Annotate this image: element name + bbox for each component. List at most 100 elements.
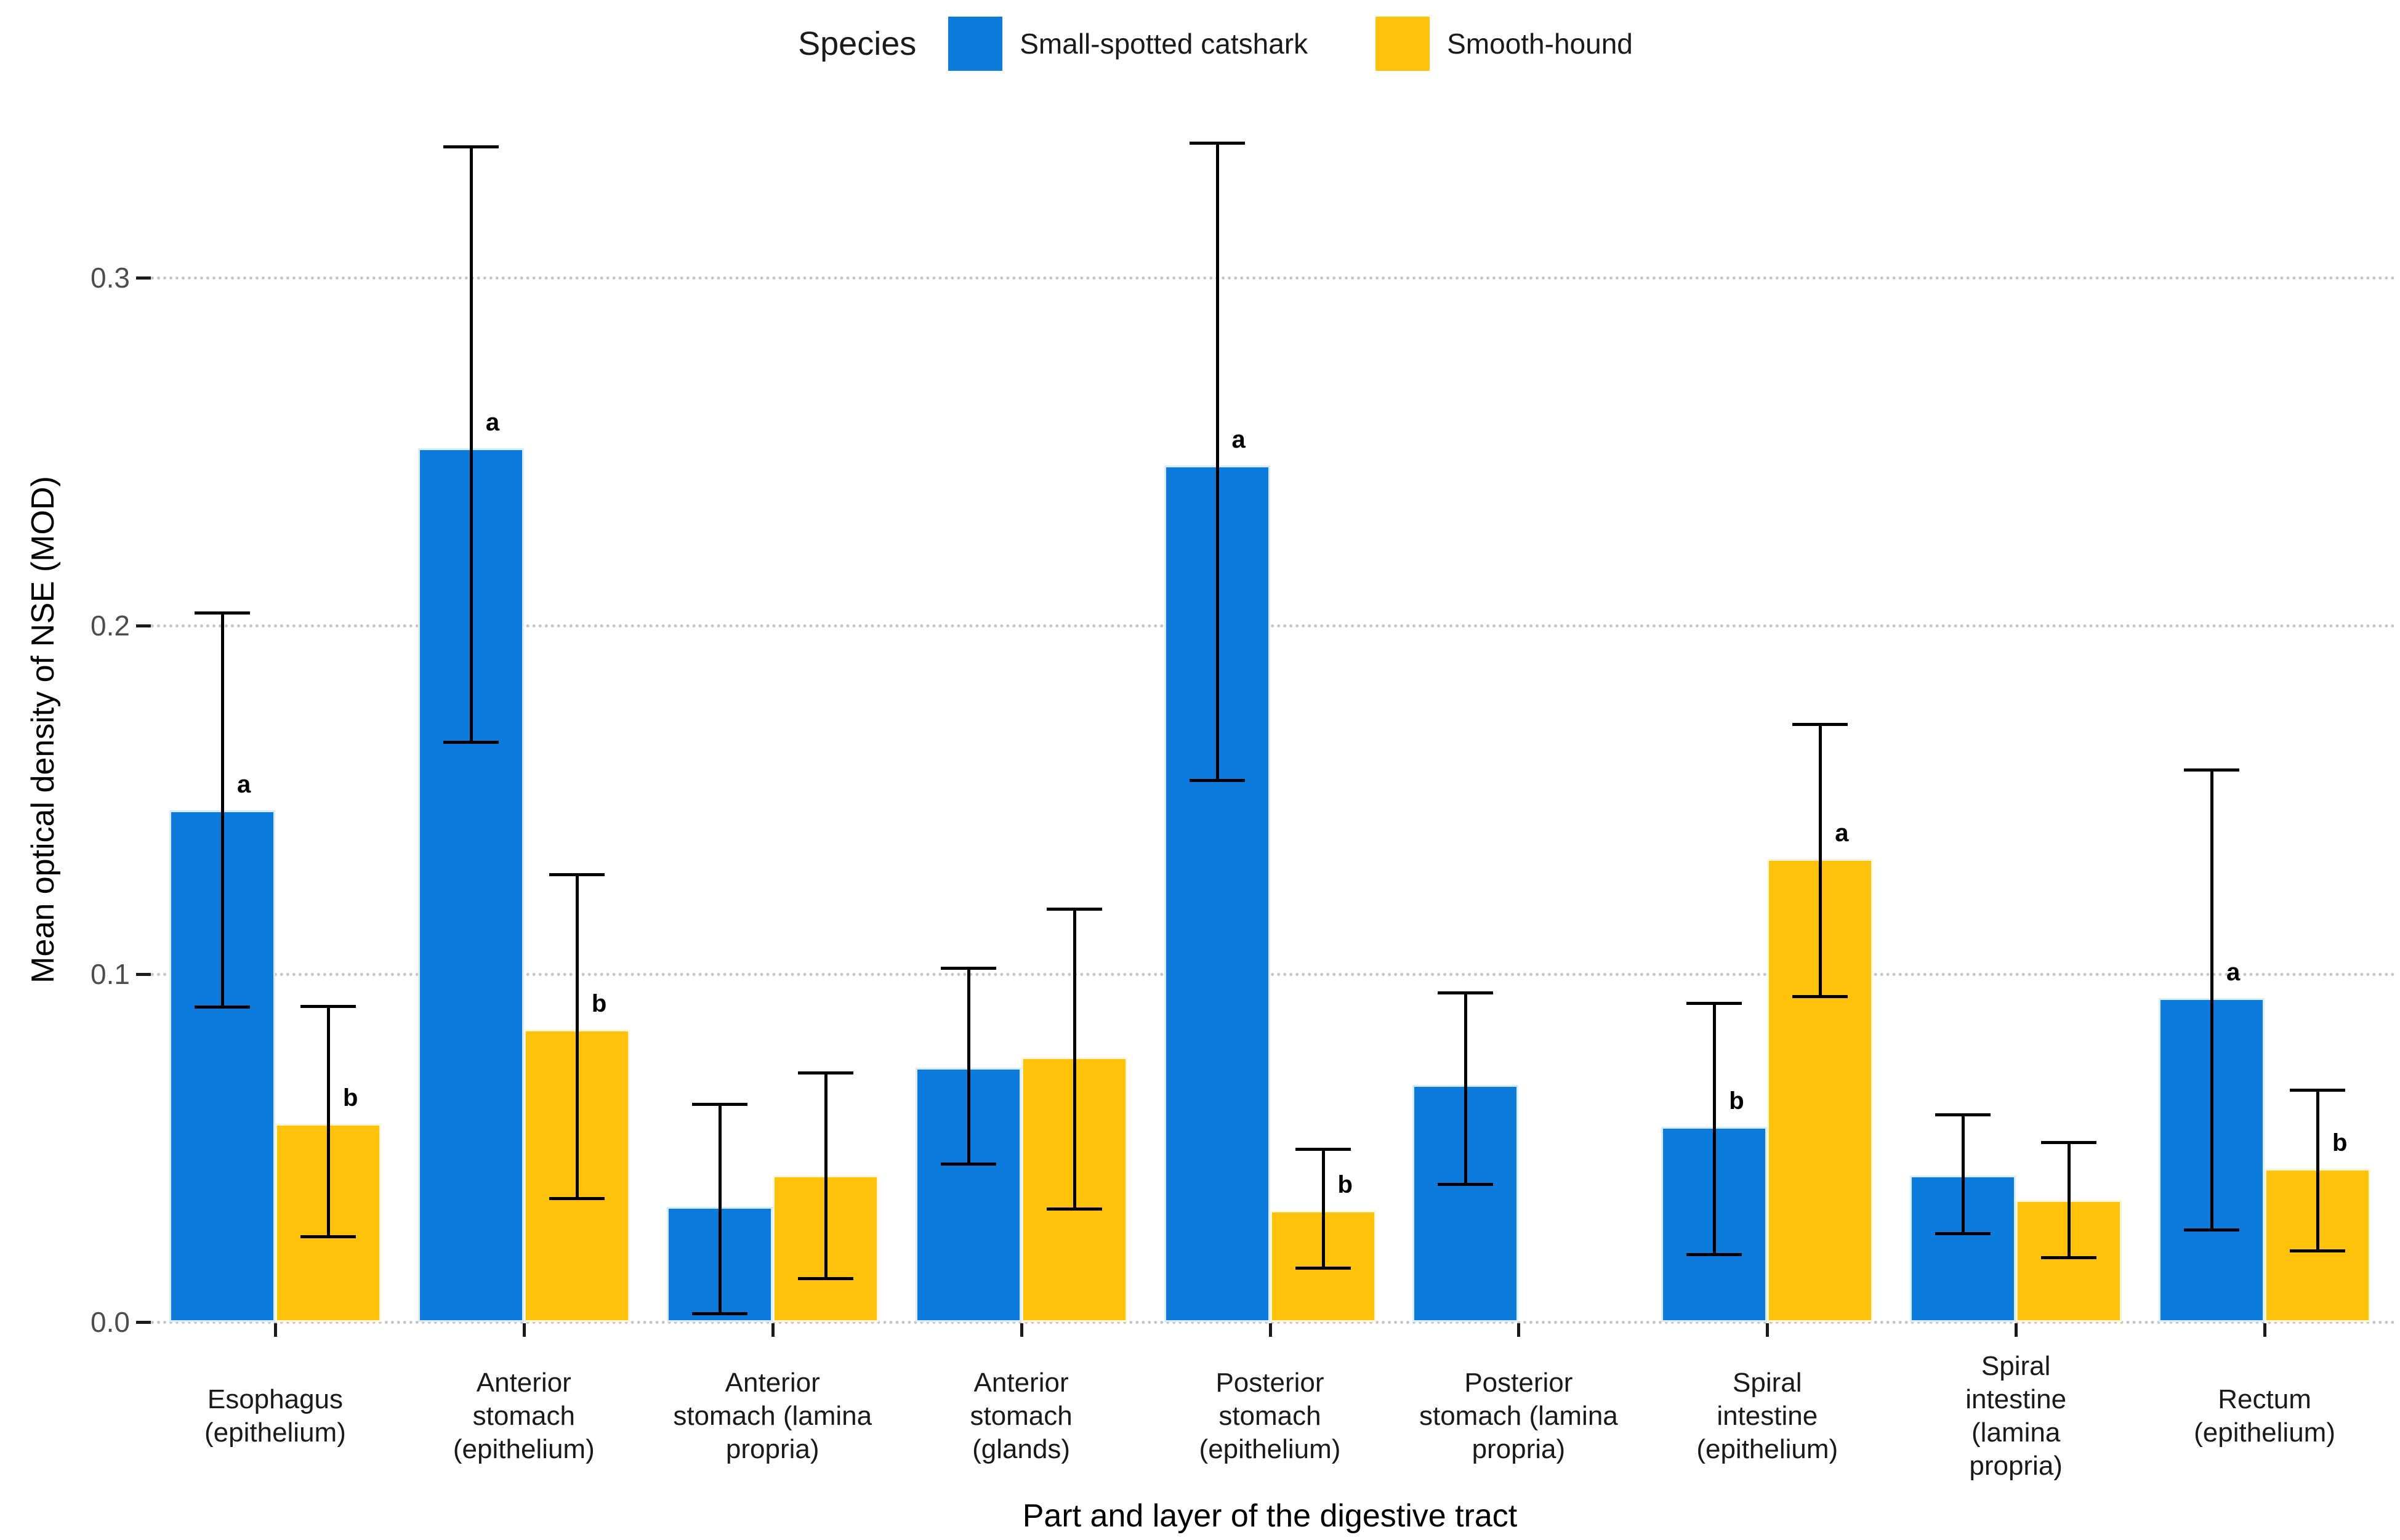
error-cap-top-smoothhound-8 (2041, 1140, 2097, 1144)
legend-label-smoothhound: Smooth-hound (1447, 28, 1633, 60)
category-label-9: Rectum (epithelium) (2194, 1384, 2335, 1448)
error-cap-bottom-catshark-7 (1686, 1252, 1742, 1256)
error-bar-smoothhound-8 (2068, 1140, 2071, 1260)
error-cap-bottom-catshark-1 (194, 1006, 250, 1009)
legend-label-catshark: Small-spotted catshark (1020, 28, 1308, 60)
y-gridline-0.1 (151, 972, 2396, 976)
legend-title: Species (798, 25, 917, 62)
error-cap-top-catshark-7 (1686, 1001, 1742, 1005)
category-label-5: Posterior stomach (epithelium) (1199, 1368, 1341, 1464)
x-axis-tick-8 (2015, 1323, 2018, 1337)
error-cap-bottom-smoothhound-8 (2041, 1256, 2097, 1260)
significance-letter-catshark-9: a (2226, 959, 2241, 986)
error-bar-catshark-6 (1464, 991, 1468, 1187)
error-cap-top-catshark-2 (443, 145, 499, 148)
error-bar-catshark-1 (220, 611, 224, 1009)
error-cap-bottom-smoothhound-9 (2290, 1249, 2346, 1252)
y-gridline-0.0 (151, 1321, 2396, 1324)
error-bar-smoothhound-3 (824, 1071, 828, 1281)
error-bar-catshark-9 (2210, 768, 2214, 1232)
category-label-1: Esophagus (epithelium) (204, 1384, 346, 1448)
category-label-8: Spiral intestine (lamina propria) (1965, 1351, 2067, 1481)
smoothhound-color-swatch (1375, 17, 1430, 71)
error-cap-top-catshark-9 (2184, 768, 2240, 772)
bar-catshark-1 (169, 810, 275, 1322)
significance-letter-smoothhound-2: b (591, 990, 607, 1017)
significance-letter-catshark-2: a (485, 408, 500, 436)
category-label-3: Anterior stomach (lamina propria) (673, 1368, 872, 1464)
legend-item-smoothhound: Smooth-hound (1375, 17, 1633, 71)
error-cap-top-smoothhound-4 (1046, 908, 1102, 911)
x-axis-tick-5 (1268, 1323, 1272, 1337)
error-bar-catshark-7 (1713, 1001, 1717, 1256)
error-cap-bottom-catshark-2 (443, 741, 499, 744)
significance-letter-catshark-5: a (1231, 425, 1246, 453)
bar-smoothhound-7 (1767, 858, 1874, 1322)
error-cap-bottom-catshark-3 (691, 1312, 747, 1315)
y-axis-title: Mean optical density of NSE (MOD) (25, 476, 61, 983)
y-gridline-0.3 (151, 276, 2396, 280)
category-label-2: Anterior stomach (epithelium) (453, 1368, 595, 1464)
legend-item-catshark: Small-spotted catshark (948, 17, 1308, 71)
error-bar-smoothhound-9 (2316, 1089, 2320, 1252)
error-cap-top-smoothhound-7 (1792, 723, 1848, 727)
x-axis-tick-7 (1766, 1323, 1770, 1337)
category-label-4: Anterior stomach (glands) (970, 1368, 1073, 1464)
x-axis-tick-9 (2263, 1323, 2267, 1337)
error-cap-bottom-catshark-5 (1189, 779, 1245, 783)
error-cap-bottom-smoothhound-2 (549, 1197, 605, 1201)
x-axis-tick-2 (522, 1323, 526, 1337)
y-tick-label-0.0: 0.0 (91, 1306, 130, 1338)
error-cap-top-smoothhound-5 (1295, 1148, 1351, 1151)
error-cap-top-smoothhound-9 (2290, 1089, 2346, 1092)
error-cap-bottom-catshark-8 (1935, 1232, 1991, 1235)
x-axis-tick-1 (273, 1323, 277, 1337)
error-bar-catshark-3 (718, 1102, 722, 1315)
error-cap-bottom-smoothhound-1 (300, 1235, 356, 1239)
significance-letter-smoothhound-5: b (1337, 1171, 1353, 1199)
error-cap-top-smoothhound-1 (300, 1005, 356, 1009)
error-cap-bottom-smoothhound-3 (797, 1277, 853, 1281)
x-axis-tick-6 (1517, 1323, 1521, 1337)
error-cap-top-catshark-5 (1189, 141, 1245, 145)
x-axis-tick-3 (771, 1323, 775, 1337)
significance-letter-smoothhound-1: b (342, 1084, 358, 1111)
y-tick-label-0.2: 0.2 (91, 610, 130, 642)
y-gridline-0.2 (151, 624, 2396, 627)
catshark-color-swatch (948, 17, 1003, 71)
error-bar-catshark-8 (1962, 1113, 1965, 1235)
error-cap-bottom-smoothhound-5 (1295, 1267, 1351, 1270)
y-axis-tick-0.0 (136, 1321, 151, 1324)
error-cap-bottom-catshark-9 (2184, 1228, 2240, 1232)
error-bar-smoothhound-1 (326, 1005, 330, 1239)
error-cap-bottom-smoothhound-4 (1046, 1207, 1102, 1211)
error-bar-smoothhound-2 (575, 873, 579, 1201)
x-axis-title: Part and layer of the digestive tract (1022, 1498, 1518, 1534)
significance-letter-smoothhound-9: b (2332, 1129, 2348, 1157)
y-axis-tick-0.1 (136, 972, 151, 976)
error-bar-catshark-5 (1215, 141, 1219, 783)
error-cap-top-smoothhound-2 (549, 873, 605, 876)
legend: Species Small-spotted catshark Smooth-ho… (49, 10, 2400, 78)
error-cap-bottom-catshark-6 (1438, 1183, 1494, 1187)
error-bar-catshark-2 (469, 145, 473, 744)
category-label-6: Posterior stomach (lamina propria) (1419, 1368, 1618, 1464)
significance-letter-catshark-7: b (1729, 1087, 1744, 1115)
error-bar-smoothhound-5 (1321, 1148, 1325, 1270)
error-cap-top-catshark-4 (940, 967, 996, 970)
error-bar-smoothhound-7 (1819, 723, 1822, 999)
y-tick-label-0.3: 0.3 (91, 261, 130, 294)
category-label-7: Spiral intestine (epithelium) (1696, 1368, 1838, 1464)
error-bar-smoothhound-4 (1073, 908, 1076, 1211)
error-cap-top-catshark-8 (1935, 1113, 1991, 1116)
y-axis-tick-0.2 (136, 624, 151, 627)
significance-letter-catshark-1: a (236, 770, 251, 798)
error-cap-bottom-smoothhound-7 (1792, 995, 1848, 999)
error-cap-top-catshark-1 (194, 611, 250, 615)
error-cap-top-catshark-6 (1438, 991, 1494, 994)
y-axis-tick-0.3 (136, 276, 151, 280)
significance-letter-smoothhound-7: a (1835, 819, 1849, 847)
error-cap-bottom-catshark-4 (940, 1162, 996, 1166)
error-bar-catshark-4 (967, 967, 970, 1166)
